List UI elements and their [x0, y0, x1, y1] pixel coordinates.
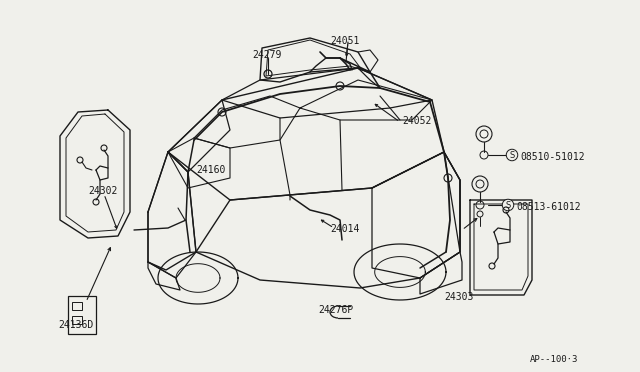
Bar: [72, 302, 82, 310]
Text: 24136D: 24136D: [58, 320, 93, 330]
Text: 24302: 24302: [88, 186, 117, 196]
Text: AP--100·3: AP--100·3: [530, 355, 579, 364]
Text: 24160: 24160: [196, 165, 225, 175]
Text: 08510-51012: 08510-51012: [520, 152, 584, 162]
Text: 24052: 24052: [402, 116, 431, 126]
Text: 08513-61012: 08513-61012: [516, 202, 580, 212]
Text: 24279: 24279: [252, 50, 282, 60]
Text: S: S: [506, 201, 511, 209]
Text: 24276P: 24276P: [318, 305, 353, 315]
Text: 24014: 24014: [330, 224, 360, 234]
Bar: [72, 316, 82, 324]
Text: S: S: [509, 151, 515, 160]
Text: 24051: 24051: [330, 36, 360, 46]
Bar: [68, 296, 96, 334]
Text: 24303: 24303: [444, 292, 474, 302]
